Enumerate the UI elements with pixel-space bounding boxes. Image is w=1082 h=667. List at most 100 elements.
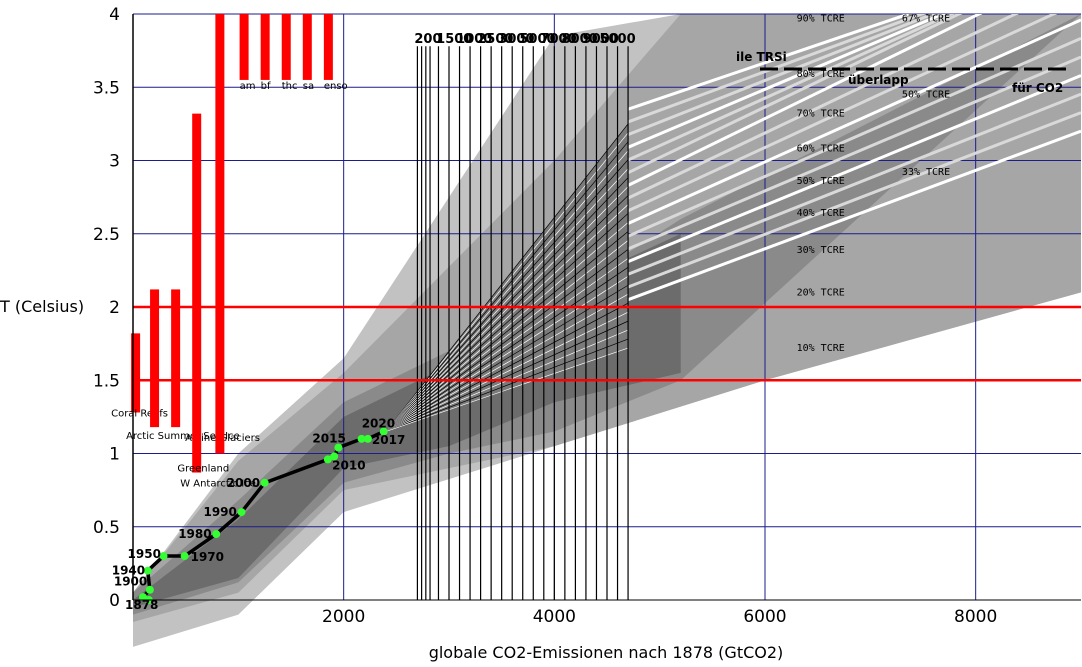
year-label: 2010 [332,458,365,472]
y-tick-label: 0.5 [93,518,120,538]
year-label: 1878 [125,598,158,612]
tcre-fan-line [627,111,1081,289]
history-point [260,478,269,487]
tipping-bar [302,14,312,80]
tcre-fan-line [627,14,937,137]
history-point [323,455,332,464]
tcre-fan-line [627,14,926,124]
tcre-label: 50% TCRE [797,176,845,187]
tcre-label: 50% TCRE [902,90,950,101]
tcre-label: 80% TCRE [797,69,845,80]
tipping-bar [192,113,202,473]
legend: ile TRSi überlapp für CO2 [736,50,1072,95]
tcre-label: 33% TCRE [902,167,950,178]
budget-label: 1000 [456,32,492,47]
tcre-label: 40% TCRE [797,208,845,219]
projection-fan [385,123,629,432]
tipping-bar [239,14,249,80]
y-tick-label: 1.5 [93,371,120,391]
tcre-fan-line [627,74,1081,263]
history-point [357,434,366,443]
x-axis-label: globale CO2-Emissionen nach 1878 (GtCO2) [429,643,784,662]
tipping-label: am [240,81,256,92]
year-label: 2017 [372,433,405,447]
budget-label: 5000 [519,32,555,47]
x-tick-label: 2000 [322,607,365,627]
tcre-fan-line [627,37,1081,238]
tipping-bar [281,14,291,80]
history-point [363,434,372,443]
budget-label: 1500 [436,32,472,47]
history-point [139,593,148,602]
budget-label: 3000 [498,32,534,47]
budget-label: 5000 [599,32,635,47]
tipping-label: W Antarctic Ice [180,479,256,490]
y-tick-label: 1 [109,445,120,465]
history-point [379,427,388,436]
y-axis-label: T (Celsius) [0,297,84,316]
tcre-fan-line [627,55,1081,251]
tcre-label: 70% TCRE [797,109,845,120]
x-tick-label: 4000 [533,607,576,627]
threshold-lines [133,305,1081,382]
x-tick-label: 8000 [954,607,997,627]
tcre-fan-line [627,129,1081,302]
history-point [212,530,221,539]
legend-label: ile TRSi [736,50,787,64]
y-tick-label: 2 [109,298,120,318]
year-label: 1900 [114,575,147,589]
year-label: 1970 [191,550,224,564]
history-point [180,552,189,561]
budget-label: 200 [414,32,441,47]
legend-label: für CO2 [1012,81,1063,95]
x-tick-label: 6000 [743,607,786,627]
tcre-label: 30% TCRE [797,245,845,256]
tcre-label: 20% TCRE [797,287,845,298]
tipping-label: sa [303,81,314,92]
history-point [330,452,339,461]
year-label: 1940 [112,564,145,578]
tcre-label: 90% TCRE [797,13,845,24]
tcre-label: 10% TCRE [797,343,845,354]
year-label: 2020 [362,417,395,431]
tcre-fan-line [627,14,914,111]
tcre-label: 67% TCRE [902,13,950,24]
tipping-bar [323,14,333,80]
tcre-fan-line [627,14,955,162]
tipping-label: thc [282,81,298,92]
tcre-fan-line [627,14,983,187]
y-tick-label: 3 [109,152,120,172]
budget-label: 2500 [477,32,513,47]
y-tick-label: 4 [109,5,120,25]
tcre-fan-line [627,14,947,149]
budget-label: 8000 [562,32,598,47]
tipping-label: Coral Reefs [111,408,168,419]
year-label: 2015 [312,432,345,446]
year-label: 1990 [203,505,236,519]
tcre-labels: 90% TCRE 67% TCRE 80% TCRE 50% TCRE 70% TCRE… [797,13,951,354]
history-point [143,566,152,575]
history-point [334,443,343,452]
y-tick-label: 0 [109,591,120,611]
tipping-label: Greenland [177,464,229,475]
year-label: 1980 [178,527,211,541]
legend-label: überlapp [848,73,909,87]
tipping-bar [260,14,270,80]
budget-label: 9000 [583,32,619,47]
tipping-label: Arctic Summer Sea Ice [126,431,240,442]
tcre-fan-line [627,14,1019,200]
budget-label: 7000 [540,32,576,47]
year-label: 2000 [227,476,260,490]
tcre-fan-line [627,14,963,175]
tipping-label: enso [324,81,348,92]
history-point [237,508,246,517]
tipping-bar [150,289,160,428]
history-point [145,585,154,594]
y-tick-label: 2.5 [93,225,120,245]
axes: 0 0.5 1 1.5 2 2.5 3 3.5 4 2000 4000 6000 8000 [93,5,1081,627]
history-point [159,552,168,561]
